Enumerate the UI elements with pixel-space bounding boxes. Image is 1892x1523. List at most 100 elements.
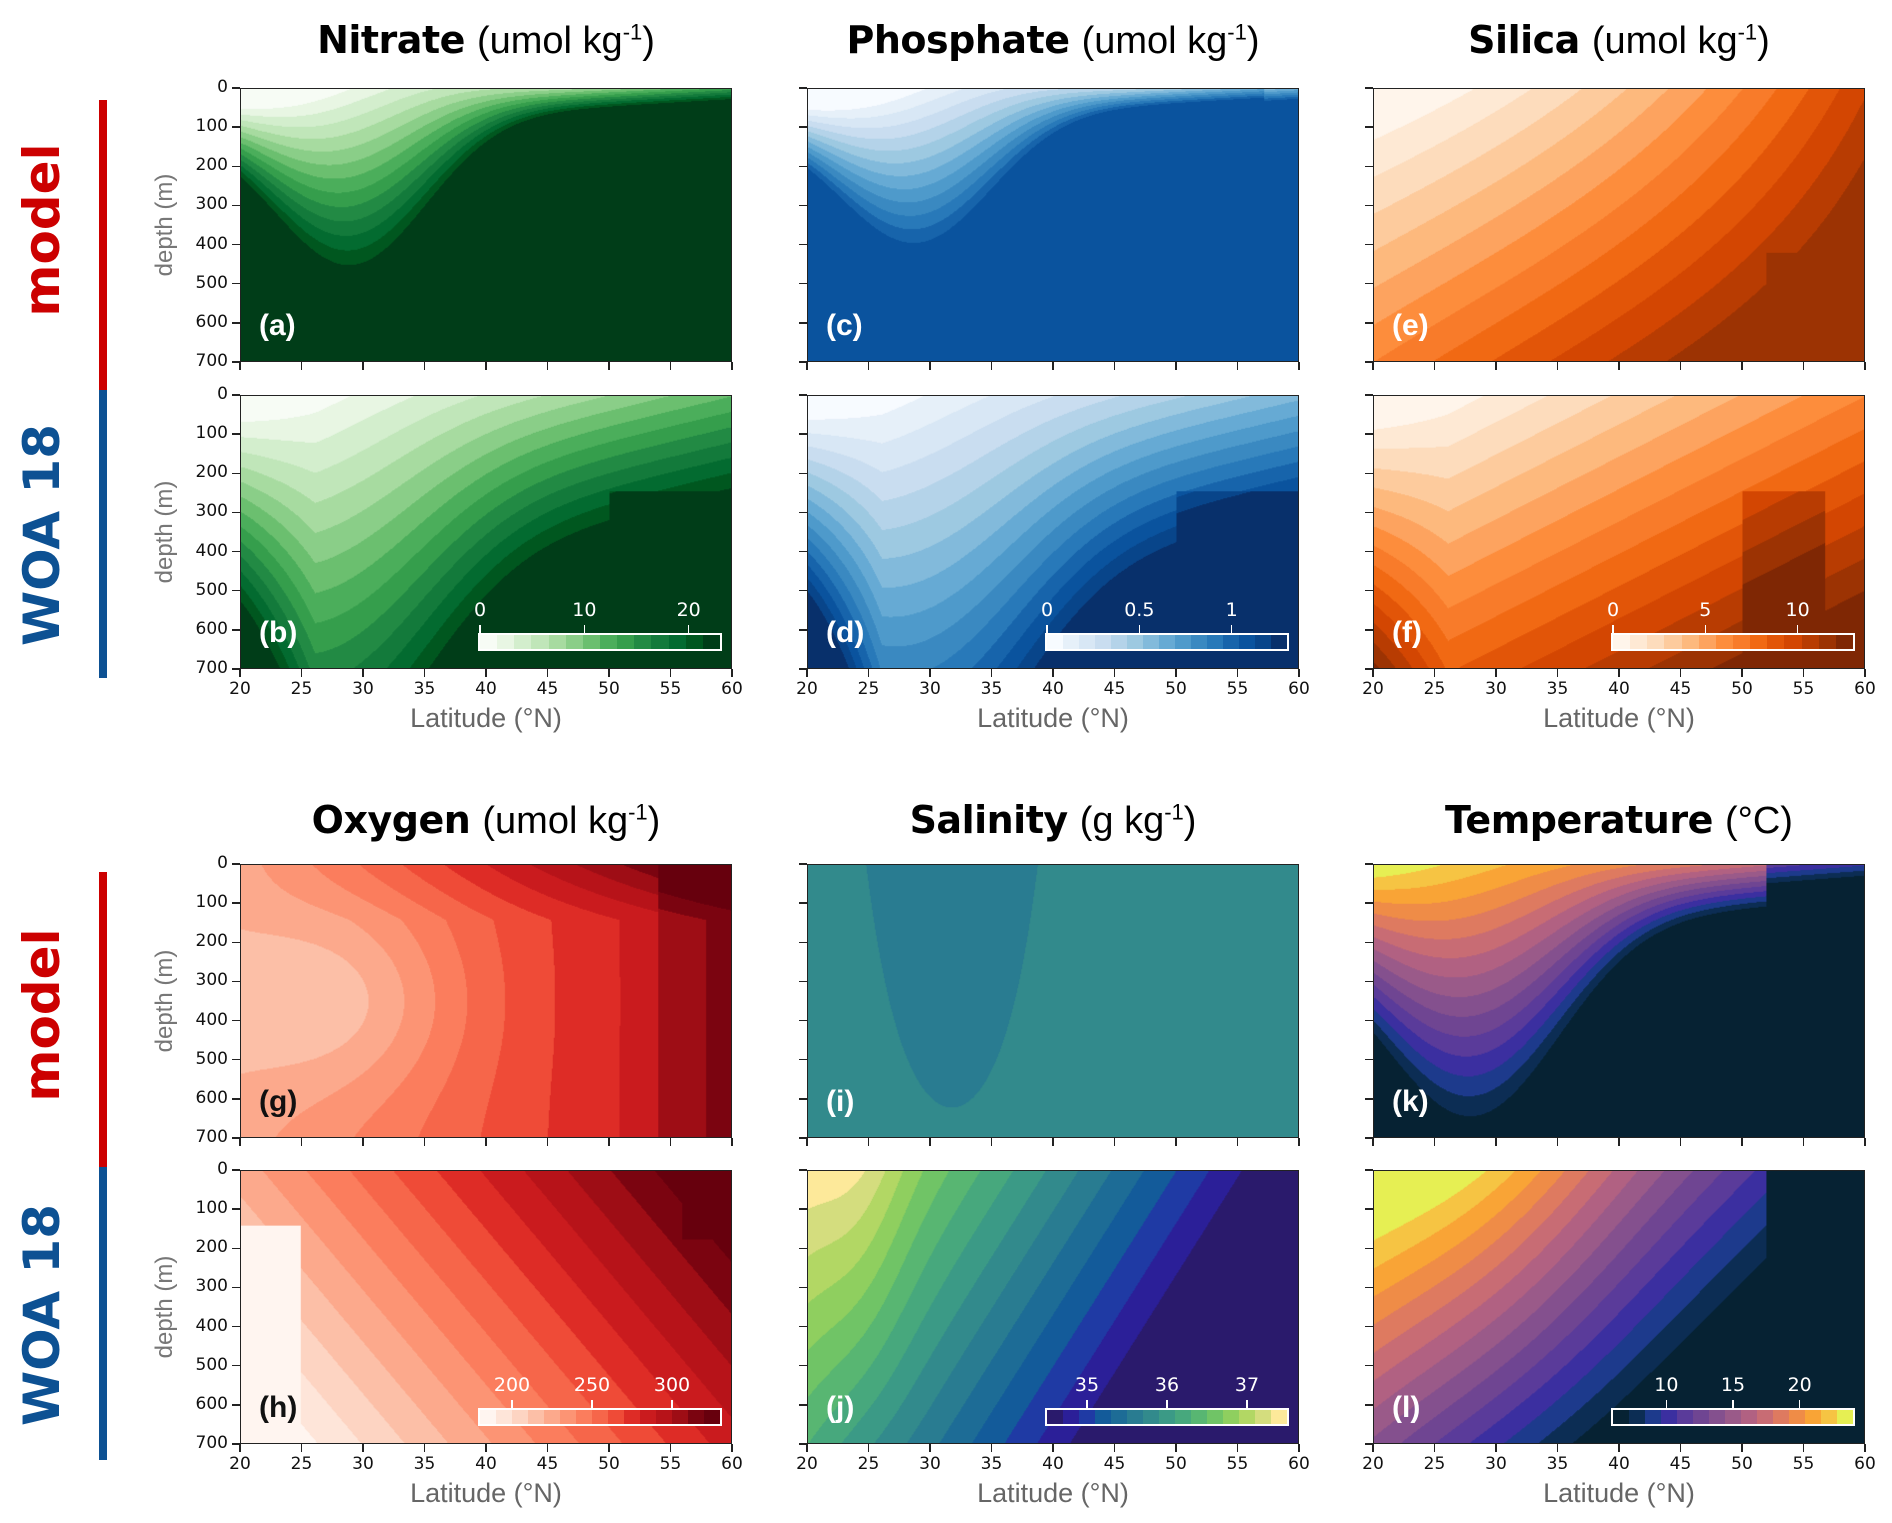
colorbar-tick-label: 0	[1606, 599, 1620, 621]
y-tick	[232, 243, 240, 246]
colorbar-segment	[528, 1410, 544, 1424]
y-tick-label: 0	[217, 77, 228, 97]
y-tick	[1365, 1404, 1373, 1406]
x-tick-label: 60	[1854, 679, 1876, 699]
x-tick-label: 55	[1792, 679, 1815, 699]
colorbar-segment	[1805, 1410, 1821, 1424]
row-label-woa-top: WOA 18	[13, 424, 71, 646]
colorbar	[1611, 1408, 1855, 1426]
y-tick-label: 200	[195, 1237, 228, 1258]
units-text: (umol kg	[1081, 20, 1228, 62]
colorbar-tick-label: 10	[1654, 1374, 1679, 1396]
x-axis-label: Latitude (°N)	[977, 1478, 1129, 1508]
x-tick-label: 30	[919, 1454, 941, 1474]
colorbar-segment	[514, 635, 532, 649]
title-units: (umol kg-1)	[1591, 19, 1770, 62]
colorbar-segment	[1715, 635, 1733, 649]
colorbar-segment	[624, 1410, 640, 1424]
heatmap-panel-oxygen-model: (g)	[240, 864, 732, 1138]
y-tick	[799, 243, 807, 246]
x-tick-label: 60	[1288, 1454, 1310, 1474]
x-tick	[1236, 1444, 1239, 1452]
x-tick	[239, 1138, 241, 1146]
x-tick-label: 35	[1546, 679, 1569, 699]
y-tick	[232, 1208, 240, 1210]
y-tick	[1365, 902, 1373, 904]
y-axis-label: depth (m)	[151, 480, 178, 584]
y-tick	[232, 1169, 240, 1171]
colorbar-tick	[1230, 625, 1233, 633]
colorbar-segment	[1047, 1410, 1063, 1424]
y-tick	[799, 1325, 807, 1328]
x-tick-label: 45	[536, 679, 559, 699]
y-tick	[232, 433, 240, 435]
x-tick	[1618, 669, 1620, 677]
panel-label: (i)	[826, 1085, 855, 1118]
y-tick-label: 100	[195, 1198, 228, 1219]
y-tick-label: 500	[195, 272, 228, 293]
x-tick-label: 40	[475, 1454, 497, 1474]
x-tick-label: 55	[1226, 679, 1249, 699]
colorbar-segment	[685, 635, 703, 649]
x-tick	[929, 669, 931, 677]
y-axis-label: depth (m)	[151, 173, 178, 277]
x-tick	[485, 1444, 487, 1452]
x-tick	[1236, 362, 1239, 370]
title-temperature: Temperature (°C)	[1339, 798, 1892, 843]
title-units: (umol kg-1)	[1081, 19, 1260, 62]
x-tick	[1298, 669, 1300, 677]
x-tick-label: 45	[1669, 1454, 1692, 1474]
x-tick	[1802, 362, 1805, 370]
colorbar-segment	[1255, 1410, 1271, 1424]
title-nitrate: Nitrate (umol kg-1)	[206, 18, 766, 63]
colorbar-segment	[1767, 635, 1785, 649]
colorbar-segment	[640, 1410, 656, 1424]
colorbar-segment	[592, 1410, 608, 1424]
colorbar-segment	[1127, 1410, 1143, 1424]
y-tick	[799, 1169, 807, 1171]
x-tick	[423, 669, 426, 677]
colorbar-tick-label: 37	[1234, 1374, 1260, 1396]
colorbar-segment	[1191, 635, 1207, 649]
y-tick	[799, 361, 807, 363]
x-tick	[731, 362, 733, 370]
colorbar-tick	[1798, 1400, 1801, 1408]
y-tick	[799, 941, 807, 944]
colorbar-segment	[1047, 635, 1063, 649]
x-tick-label: 30	[919, 679, 941, 699]
y-tick-label: 400	[195, 1009, 228, 1030]
y-tick	[799, 87, 807, 89]
panel-label: (b)	[259, 616, 298, 649]
y-tick	[799, 165, 807, 168]
y-tick	[799, 1286, 807, 1289]
x-tick-label: 40	[1608, 1454, 1630, 1474]
contour-field	[808, 396, 1298, 668]
x-axis-label: Latitude (°N)	[1543, 703, 1695, 733]
x-tick-label: 40	[1042, 1454, 1064, 1474]
y-tick-label: 0	[217, 1159, 228, 1179]
x-tick	[608, 362, 610, 370]
colorbar-segment	[1613, 635, 1631, 649]
y-tick	[1365, 361, 1373, 363]
colorbar-tick	[1138, 625, 1141, 633]
colorbar-segment	[617, 635, 635, 649]
y-tick	[1365, 1247, 1373, 1250]
x-tick-label: 50	[598, 1454, 620, 1474]
x-tick	[731, 669, 733, 677]
colorbar-segment	[1127, 635, 1143, 649]
units-text: (umol kg	[1591, 20, 1738, 62]
colorbar-tick	[1246, 1400, 1248, 1408]
x-tick	[1864, 1138, 1866, 1146]
contour-field	[241, 865, 731, 1137]
x-tick	[239, 669, 241, 677]
colorbar-segment	[704, 1410, 720, 1424]
y-tick	[799, 1137, 807, 1139]
x-tick-label: 60	[1288, 679, 1310, 699]
x-tick	[362, 362, 364, 370]
units-sup: -1	[628, 799, 648, 825]
y-tick-label: 700	[195, 1127, 228, 1147]
colorbar-tick-label: 10	[1785, 599, 1810, 621]
title-variable: Salinity	[909, 798, 1069, 842]
x-tick	[990, 1444, 993, 1452]
x-tick	[362, 669, 364, 677]
